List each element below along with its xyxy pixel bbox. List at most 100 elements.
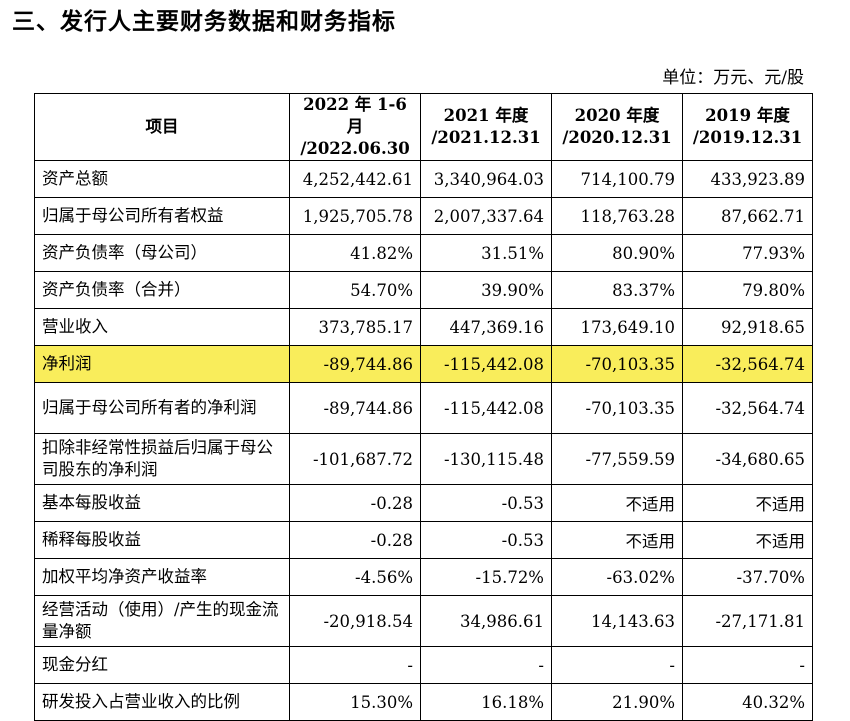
header-period-label: 2022 年 1-6 月	[303, 95, 407, 136]
cell-2021: 39.90%	[420, 271, 552, 309]
header-period-2019: 2019 年度 /2019.12.31	[682, 93, 813, 161]
cell-2022h1: 4,252,442.61	[289, 160, 421, 198]
row-label: 营业收入	[34, 308, 290, 346]
section-heading: 三、发行人主要财务数据和财务指标	[12, 9, 396, 35]
cell-2022h1: -	[289, 646, 421, 684]
row-total-assets: 资产总额 4,252,442.61 3,340,964.03 714,100.7…	[34, 160, 813, 198]
cell-2020: 14,143.63	[551, 595, 683, 647]
cell-2020: 173,649.10	[551, 308, 683, 346]
header-item: 项目	[34, 93, 290, 161]
cell-2020: -70,103.35	[551, 382, 683, 434]
cell-2020: -70,103.35	[551, 345, 683, 383]
row-label: 基本每股收益	[34, 484, 290, 522]
row-label: 资产负债率（合并）	[34, 271, 290, 309]
cell-2021: -15.72%	[420, 558, 552, 596]
cell-2019: -32,564.74	[682, 345, 813, 383]
cell-2021: 34,986.61	[420, 595, 552, 647]
row-weighted-roe: 加权平均净资产收益率 -4.56% -15.72% -63.02% -37.70…	[34, 558, 813, 596]
cell-2019: 不适用	[682, 521, 813, 559]
cell-2022h1: 373,785.17	[289, 308, 421, 346]
cell-2021: -	[420, 646, 552, 684]
header-period-date: /2021.12.31	[431, 128, 541, 147]
row-basic-eps: 基本每股收益 -0.28 -0.53 不适用 不适用	[34, 484, 813, 522]
cell-2020: -63.02%	[551, 558, 683, 596]
cell-2021: -0.53	[420, 484, 552, 522]
cell-2022h1: -0.28	[289, 521, 421, 559]
cell-2019: 79.80%	[682, 271, 813, 309]
row-rd-ratio: 研发投入占营业收入的比例 15.30% 16.18% 21.90% 40.32%	[34, 683, 813, 721]
header-period-date: /2020.12.31	[562, 128, 672, 147]
row-parent-net-profit: 归属于母公司所有者的净利润 -89,744.86 -115,442.08 -70…	[34, 382, 813, 434]
cell-2022h1: 15.30%	[289, 683, 421, 721]
row-deducted-net-profit: 扣除非经常性损益后归属于母公司股东的净利润 -101,687.72 -130,1…	[34, 433, 813, 485]
cell-2021: 3,340,964.03	[420, 160, 552, 198]
cell-2022h1: -4.56%	[289, 558, 421, 596]
header-period-label: 2019 年度	[705, 106, 790, 125]
cell-2021: -0.53	[420, 521, 552, 559]
cell-2021: -130,115.48	[420, 433, 552, 485]
cell-2022h1: -20,918.54	[289, 595, 421, 647]
cell-2019: 433,923.89	[682, 160, 813, 198]
cell-2022h1: -0.28	[289, 484, 421, 522]
row-label: 归属于母公司所有者权益	[34, 197, 290, 235]
header-period-date: /2019.12.31	[692, 128, 803, 147]
row-debt-ratio-parent: 资产负债率（母公司） 41.82% 31.51% 80.90% 77.93%	[34, 234, 813, 272]
row-label: 现金分红	[34, 646, 290, 684]
header-period-2021: 2021 年度 /2021.12.31	[420, 93, 552, 161]
cell-2022h1: 1,925,705.78	[289, 197, 421, 235]
financial-table: 项目 2022 年 1-6 月 /2022.06.30 2021 年度 /202…	[34, 93, 813, 721]
cell-2022h1: 41.82%	[289, 234, 421, 272]
header-period-label: 2020 年度	[574, 106, 660, 125]
row-parent-equity: 归属于母公司所有者权益 1,925,705.78 2,007,337.64 11…	[34, 197, 813, 235]
cell-2021: 31.51%	[420, 234, 552, 272]
row-revenue: 营业收入 373,785.17 447,369.16 173,649.10 92…	[34, 308, 813, 346]
header-period-2020: 2020 年度 /2020.12.31	[551, 93, 683, 161]
cell-2019: 40.32%	[682, 683, 813, 721]
cell-2019: 不适用	[682, 484, 813, 522]
cell-2022h1: 54.70%	[289, 271, 421, 309]
row-net-profit: 净利润 -89,744.86 -115,442.08 -70,103.35 -3…	[34, 345, 813, 383]
cell-2019: -27,171.81	[682, 595, 813, 647]
row-label: 归属于母公司所有者的净利润	[34, 382, 290, 434]
cell-2019: 77.93%	[682, 234, 813, 272]
cell-2020: 714,100.79	[551, 160, 683, 198]
row-label: 加权平均净资产收益率	[34, 558, 290, 596]
cell-2020: 不适用	[551, 521, 683, 559]
row-operating-cash-flow: 经营活动（使用）/产生的现金流量净额 -20,918.54 34,986.61 …	[34, 595, 813, 647]
cell-2019: 87,662.71	[682, 197, 813, 235]
row-label: 研发投入占营业收入的比例	[34, 683, 290, 721]
cell-2022h1: -89,744.86	[289, 382, 421, 434]
cell-2021: 447,369.16	[420, 308, 552, 346]
row-label: 稀释每股收益	[34, 521, 290, 559]
row-label: 资产负债率（母公司）	[34, 234, 290, 272]
cell-2020: 83.37%	[551, 271, 683, 309]
cell-2021: -115,442.08	[420, 345, 552, 383]
cell-2020: 不适用	[551, 484, 683, 522]
cell-2021: 16.18%	[420, 683, 552, 721]
header-row: 项目 2022 年 1-6 月 /2022.06.30 2021 年度 /202…	[34, 93, 813, 161]
cell-2020: -77,559.59	[551, 433, 683, 485]
cell-2020: 80.90%	[551, 234, 683, 272]
row-debt-ratio-consolidated: 资产负债率（合并） 54.70% 39.90% 83.37% 79.80%	[34, 271, 813, 309]
cell-2019: -34,680.65	[682, 433, 813, 485]
row-label: 经营活动（使用）/产生的现金流量净额	[34, 595, 290, 647]
header-period-date: /2022.06.30	[300, 139, 410, 158]
header-period-2022h1: 2022 年 1-6 月 /2022.06.30	[289, 93, 421, 161]
cell-2020: 118,763.28	[551, 197, 683, 235]
cell-2019: 92,918.65	[682, 308, 813, 346]
cell-2019: -37.70%	[682, 558, 813, 596]
cell-2020: -	[551, 646, 683, 684]
row-label: 净利润	[34, 345, 290, 383]
cell-2022h1: -101,687.72	[289, 433, 421, 485]
cell-2019: -32,564.74	[682, 382, 813, 434]
row-label: 资产总额	[34, 160, 290, 198]
cell-2021: -115,442.08	[420, 382, 552, 434]
row-cash-dividend: 现金分红 - - - -	[34, 646, 813, 684]
row-label: 扣除非经常性损益后归属于母公司股东的净利润	[34, 433, 290, 485]
cell-2021: 2,007,337.64	[420, 197, 552, 235]
unit-note: 单位：万元、元/股	[662, 68, 804, 88]
header-period-label: 2021 年度	[443, 106, 529, 125]
cell-2019: -	[682, 646, 813, 684]
cell-2022h1: -89,744.86	[289, 345, 421, 383]
row-diluted-eps: 稀释每股收益 -0.28 -0.53 不适用 不适用	[34, 521, 813, 559]
